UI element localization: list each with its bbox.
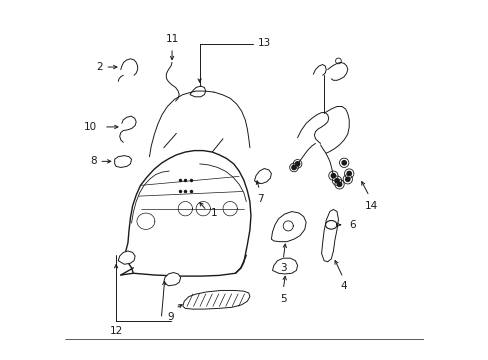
Text: 5: 5	[279, 294, 286, 304]
Text: 2: 2	[96, 62, 102, 72]
Polygon shape	[321, 210, 338, 262]
Text: 13: 13	[258, 38, 271, 48]
Text: 10: 10	[83, 122, 97, 132]
Polygon shape	[271, 212, 305, 242]
Text: 3: 3	[279, 263, 286, 273]
Text: 12: 12	[109, 326, 122, 336]
Circle shape	[290, 165, 296, 170]
Polygon shape	[163, 273, 180, 286]
Polygon shape	[183, 291, 249, 309]
Text: 4: 4	[340, 281, 347, 291]
Circle shape	[344, 176, 350, 182]
Text: 11: 11	[165, 35, 178, 44]
Polygon shape	[118, 251, 135, 264]
Text: 9: 9	[167, 312, 174, 322]
Polygon shape	[272, 258, 297, 274]
Circle shape	[341, 160, 346, 166]
Text: 7: 7	[257, 194, 264, 204]
Polygon shape	[124, 150, 250, 276]
Circle shape	[336, 181, 342, 187]
Circle shape	[333, 178, 339, 184]
Circle shape	[346, 171, 351, 176]
Circle shape	[330, 173, 336, 179]
Text: 6: 6	[348, 220, 355, 230]
Polygon shape	[254, 168, 271, 184]
Text: 14: 14	[365, 201, 378, 211]
Text: 1: 1	[210, 208, 217, 218]
Polygon shape	[190, 86, 205, 97]
Text: 8: 8	[90, 156, 96, 166]
Polygon shape	[115, 156, 131, 167]
Circle shape	[294, 161, 300, 167]
